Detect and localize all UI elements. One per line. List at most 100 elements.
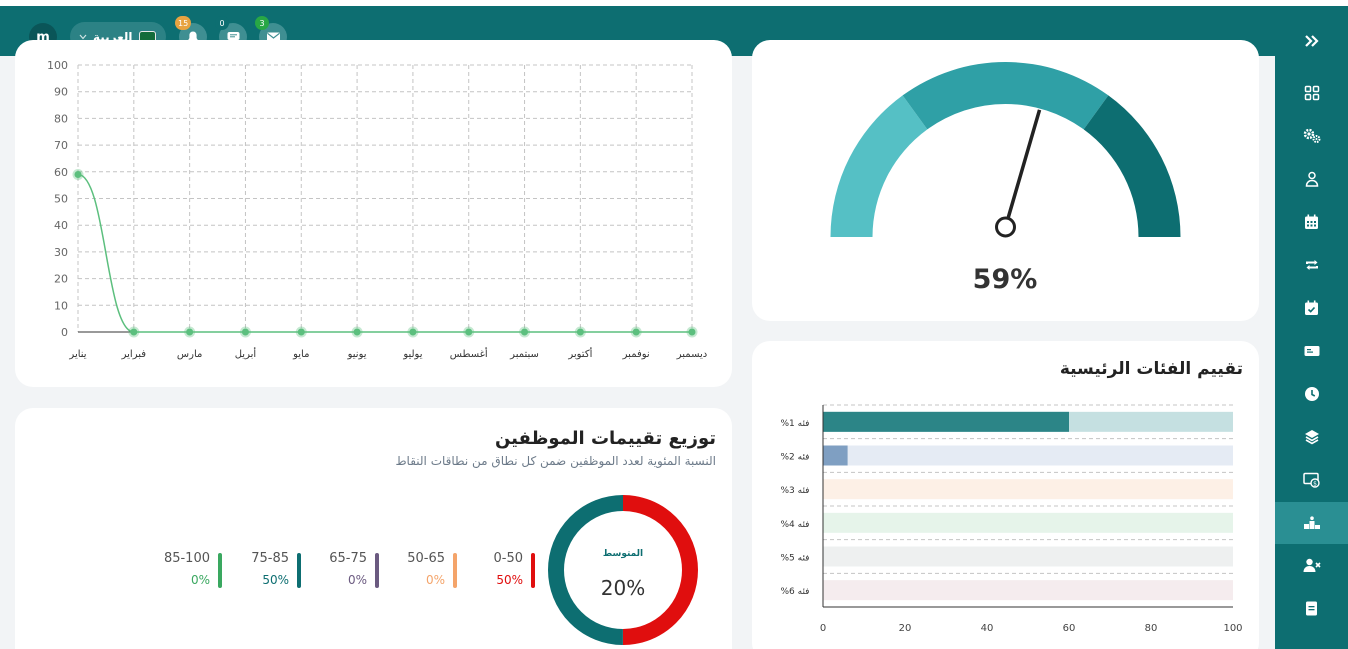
gears-icon [1303, 128, 1320, 143]
user-icon [1305, 171, 1318, 187]
data-point [241, 328, 249, 336]
data-point [130, 328, 138, 336]
sidebar-item-attendance[interactable] [1275, 289, 1348, 327]
range-label: 50-65 [407, 551, 445, 566]
y-tick-label: 100 [47, 59, 68, 72]
sidebar: $ [1275, 6, 1348, 649]
gauge-percent-label: 59% [972, 264, 1038, 295]
category-label: فئه 4% [780, 520, 809, 530]
x-tick-label: أغسطس [450, 347, 488, 360]
sidebar-item-documents[interactable] [1275, 589, 1348, 627]
sidebar-item-payments[interactable] [1275, 332, 1348, 370]
y-tick-label: 20 [54, 273, 68, 286]
category-label: فئه 3% [780, 486, 809, 496]
svg-text:$: $ [1313, 480, 1317, 487]
data-point [297, 328, 305, 336]
grid-icon [1304, 85, 1319, 101]
range-legend-item: 75-85 50% [231, 551, 301, 591]
range-label: 65-75 [329, 551, 367, 566]
category-label: فئه 1% [780, 419, 809, 429]
y-tick-label: 60 [54, 166, 68, 179]
gauge-needle [1003, 109, 1042, 228]
data-point [521, 328, 529, 336]
money-icon: $ [1302, 472, 1320, 488]
gauge-chart [830, 62, 1181, 238]
range-value: 0% [425, 573, 445, 587]
range-value: 50% [262, 573, 289, 587]
sidebar-item-dashboard[interactable] [1275, 74, 1348, 112]
top-strip [0, 0, 1348, 6]
x-tick-label: فبراير [121, 349, 147, 360]
categories-card: تقييم الفئات الرئيسية فئه 1% فئه 2% فئه 3%… [752, 341, 1259, 649]
chevron-down-icon [79, 34, 87, 39]
x-tick-label: نوفمبر [622, 349, 650, 360]
range-legend-item: 85-100 0% [152, 551, 222, 591]
data-point [632, 328, 640, 336]
data-point [688, 328, 696, 336]
range-color-bar [297, 553, 301, 588]
card-icon [1304, 346, 1319, 356]
bar [823, 411, 1069, 432]
sidebar-item-remove-user[interactable] [1275, 546, 1348, 584]
sidebar-item-finance[interactable]: $ [1275, 461, 1348, 499]
clock-icon [1304, 387, 1319, 401]
line-chart-card: 0 10 20 30 40 50 60 70 80 90 100 يناير فبراير مارس أبر… [15, 40, 732, 387]
y-tick-label: 10 [54, 299, 68, 312]
layers-icon [1304, 430, 1319, 445]
sidebar-item-calendar[interactable] [1275, 203, 1348, 241]
x-tick-label: سبتمبر [509, 349, 539, 360]
y-tick-label: 50 [54, 193, 68, 206]
bar-track [823, 546, 1233, 567]
donut-label: المتوسط [602, 549, 644, 559]
y-tick-label: 0 [61, 326, 68, 339]
notification-badge: 15 [175, 16, 192, 30]
y-tick-label: 80 [54, 112, 68, 125]
range-color-bar [218, 553, 222, 588]
gauge-segment-high [1083, 95, 1181, 237]
range-label: 0-50 [493, 551, 523, 566]
y-tick-label: 40 [54, 219, 68, 232]
sidebar-item-profile[interactable] [1275, 160, 1348, 198]
calendar-icon [1305, 214, 1318, 229]
chevrons-icon [1304, 35, 1319, 47]
range-color-bar [375, 553, 379, 588]
range-legend-item: 65-75 0% [309, 551, 379, 591]
sidebar-item-time[interactable] [1275, 375, 1348, 413]
data-point [186, 328, 194, 336]
donut-chart [548, 495, 698, 645]
distribution-subtitle: النسبة المئوية لعدد الموظفين ضمن كل نطاق… [395, 454, 716, 468]
x-tick-label: 60 [1063, 623, 1076, 634]
sidebar-item-evaluations[interactable] [1275, 502, 1348, 544]
x-tick-label: 100 [1223, 623, 1242, 634]
donut-slice [548, 495, 698, 645]
x-tick-label: يوليو [402, 349, 422, 360]
x-tick-label: يونيو [347, 349, 367, 360]
x-tick-label: أبريل [235, 347, 257, 360]
x-tick-label: 20 [899, 623, 912, 634]
x-tick-label: 40 [981, 623, 994, 634]
range-value: 0% [190, 573, 210, 587]
range-legend-item: 50-65 0% [387, 551, 457, 591]
y-tick-label: 70 [54, 139, 68, 152]
calendar-check-icon [1305, 300, 1318, 315]
range-color-bar [453, 553, 457, 588]
sidebar-toggle[interactable] [1275, 22, 1348, 60]
y-tick-label: 90 [54, 86, 68, 99]
distribution-card: توزيع تقييمات الموظفين النسبة المئوية لع… [15, 408, 732, 649]
mail-badge: 3 [255, 16, 269, 30]
sidebar-item-layers[interactable] [1275, 418, 1348, 456]
data-point [465, 328, 473, 336]
sidebar-item-transfers[interactable] [1275, 246, 1348, 284]
repeat-icon [1305, 260, 1318, 270]
bar [823, 445, 848, 466]
bar-track [823, 479, 1233, 500]
range-color-bar [531, 553, 535, 588]
categories-title: تقييم الفئات الرئيسية [1059, 359, 1243, 379]
range-legend-item: 0-50 50% [465, 551, 535, 591]
sidebar-item-settings[interactable] [1275, 117, 1348, 155]
category-label: فئه 2% [780, 453, 809, 463]
x-tick-label: أكتوبر [567, 347, 592, 360]
range-label: 85-100 [163, 551, 210, 566]
gauge-segment-low [830, 95, 928, 237]
x-tick-label: مايو [292, 349, 309, 360]
